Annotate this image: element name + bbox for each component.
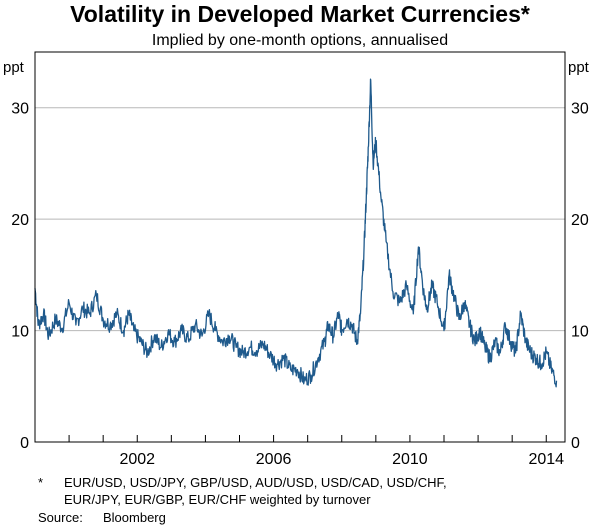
x-tick-label: 2002 xyxy=(119,451,155,468)
y-tick-label-right: 10 xyxy=(571,324,589,341)
x-tick-label: 2010 xyxy=(392,451,428,468)
footnote-line-2: EUR/JPY, EUR/GBP, EUR/CHF weighted by tu… xyxy=(64,492,371,507)
x-tick-label: 2006 xyxy=(256,451,292,468)
y-axis-unit-left: ppt xyxy=(3,59,25,76)
chart-title: Volatility in Developed Market Currencie… xyxy=(70,1,530,27)
footnote-marker: * xyxy=(38,475,44,490)
y-tick-label-left: 20 xyxy=(11,212,29,229)
y-tick-label-right: 0 xyxy=(571,435,580,452)
source-value: Bloomberg xyxy=(103,510,166,525)
y-tick-label-left: 0 xyxy=(20,435,29,452)
y-tick-label-left: 10 xyxy=(11,324,29,341)
chart-subtitle: Implied by one-month options, annualised xyxy=(152,32,448,49)
y-axis-unit-right: ppt xyxy=(568,59,590,76)
footnote-line-1: EUR/USD, USD/JPY, GBP/USD, AUD/USD, USD/… xyxy=(64,475,447,490)
source-label: Source: xyxy=(38,510,83,525)
x-tick-label: 2014 xyxy=(528,451,564,468)
y-tick-label-right: 20 xyxy=(571,212,589,229)
y-tick-label-right: 30 xyxy=(571,101,589,118)
series-line-implied-volatility xyxy=(34,78,558,388)
y-tick-label-left: 30 xyxy=(11,101,29,118)
plot-frame xyxy=(34,51,566,443)
